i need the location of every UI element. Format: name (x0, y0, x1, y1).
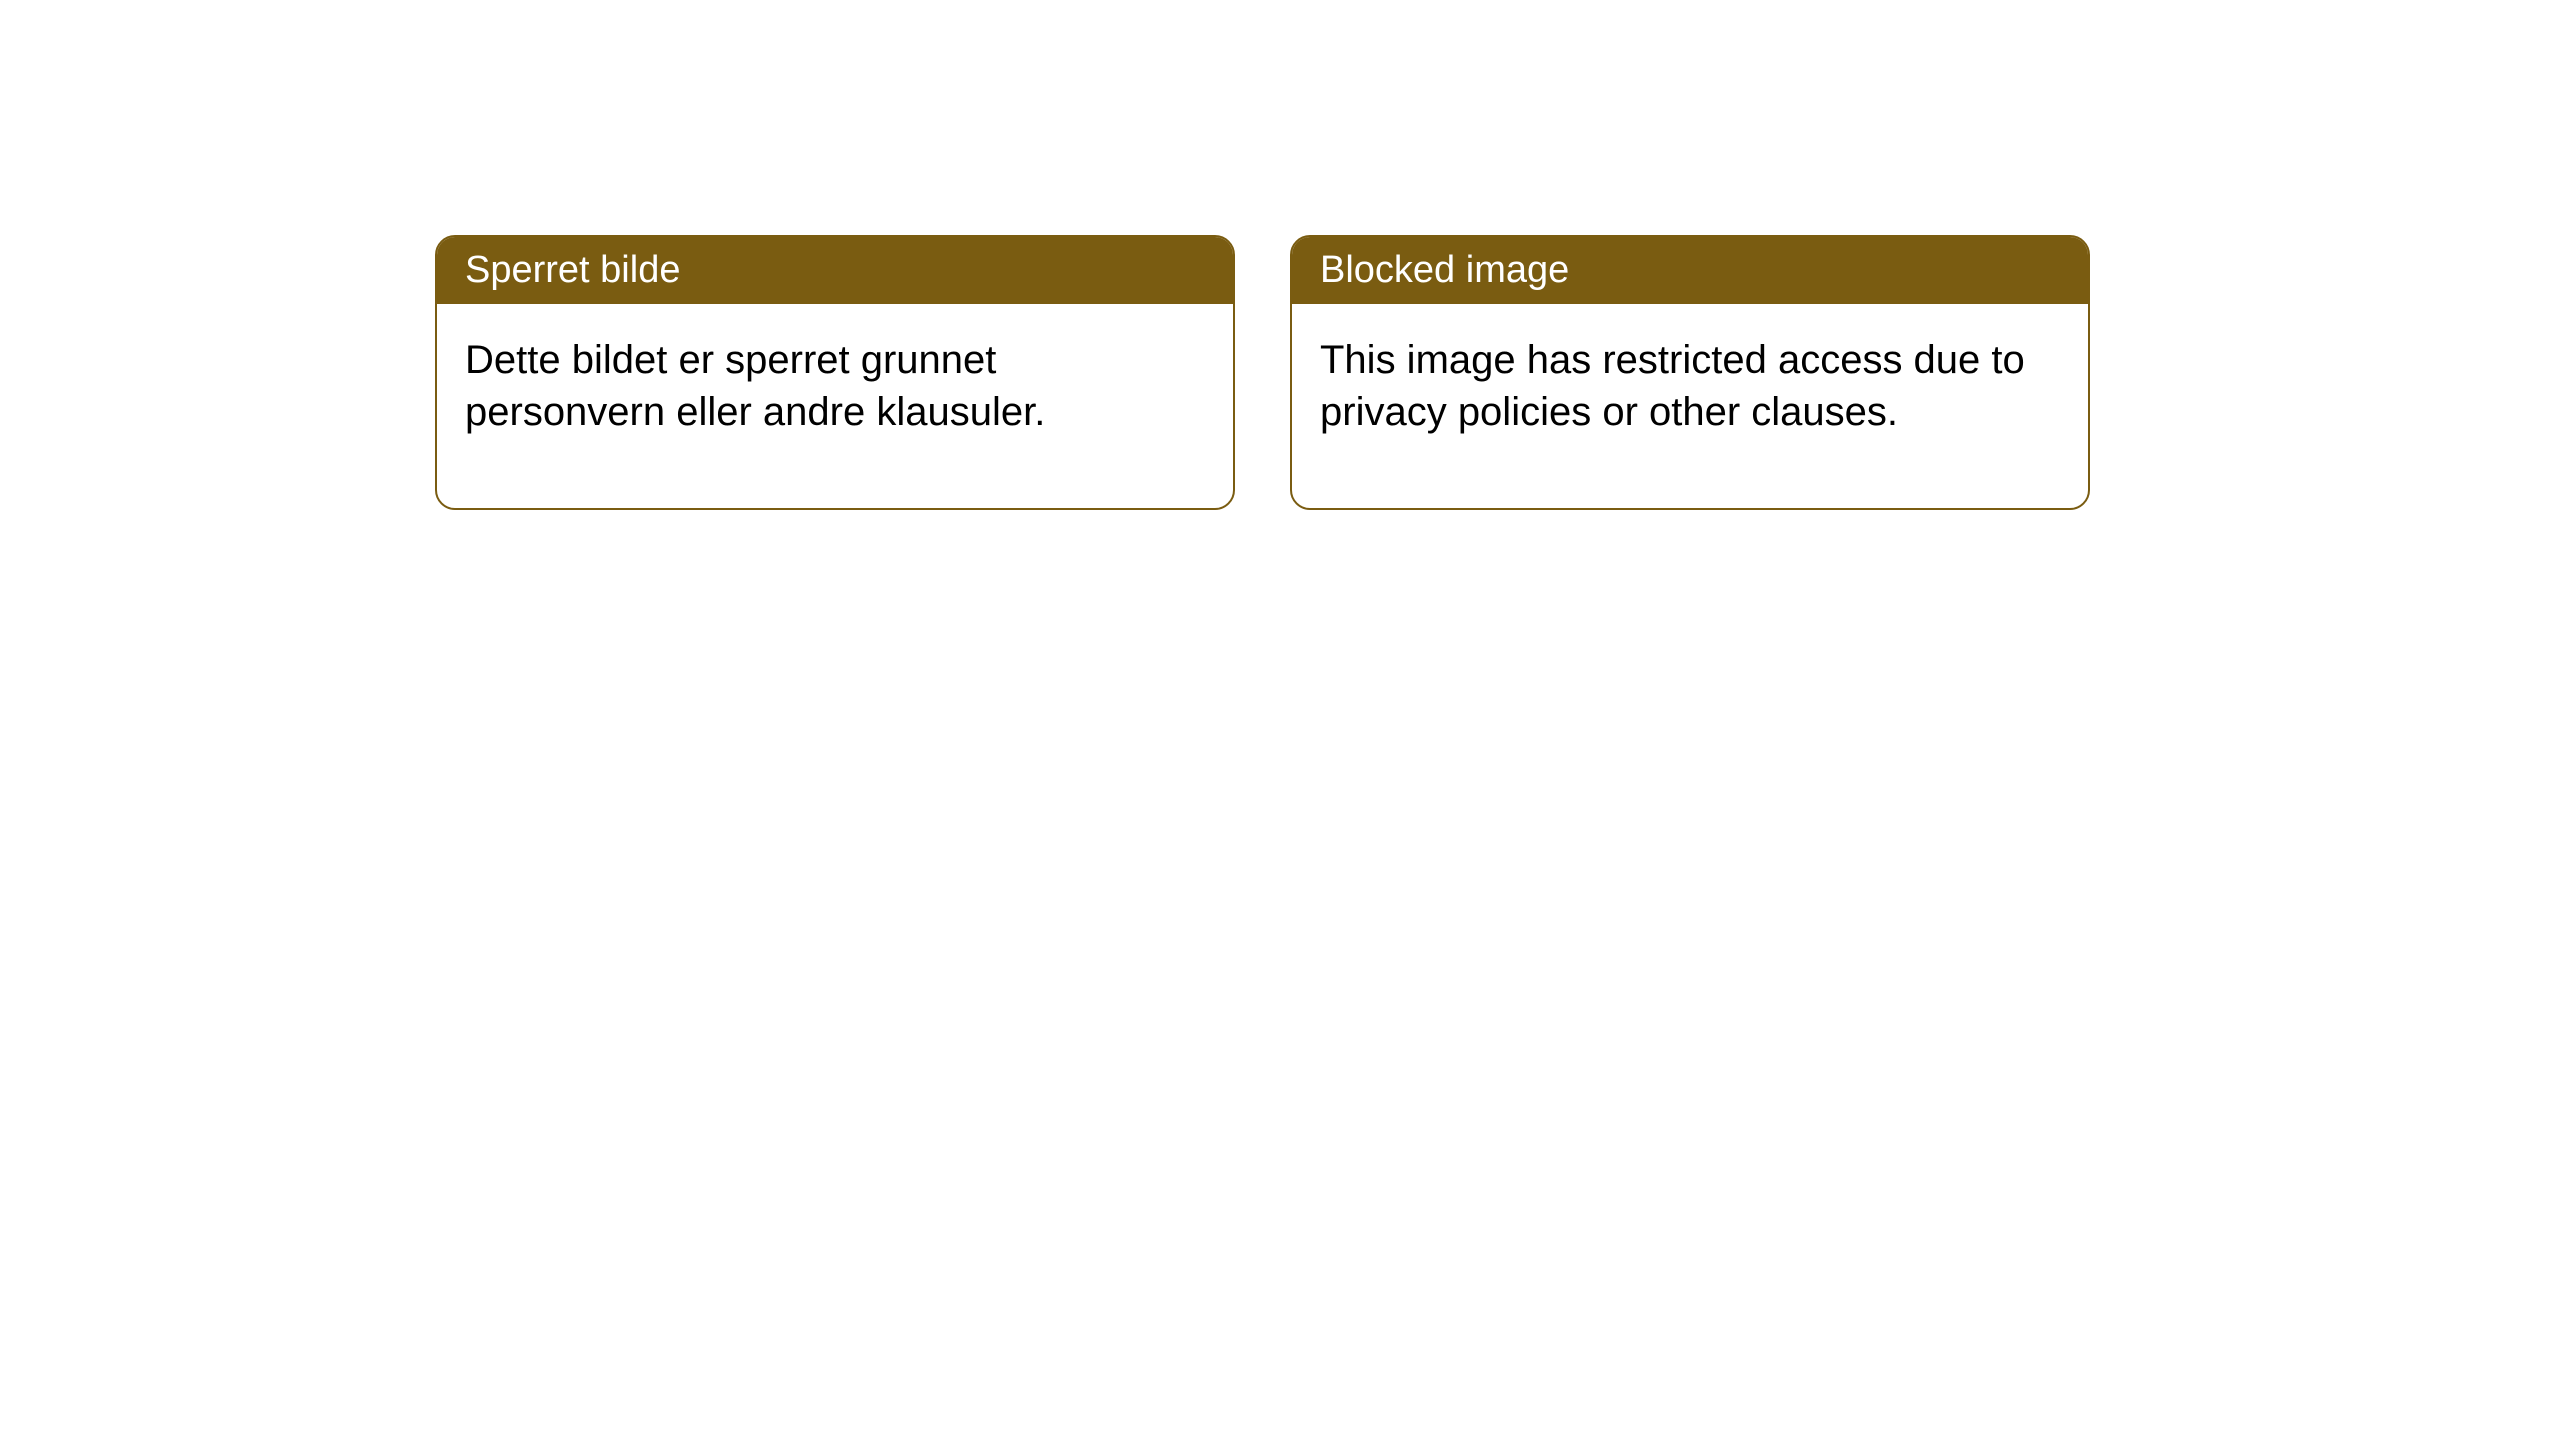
notice-header: Sperret bilde (437, 237, 1233, 304)
notice-card-norwegian: Sperret bilde Dette bildet er sperret gr… (435, 235, 1235, 510)
notice-body: Dette bildet er sperret grunnet personve… (437, 304, 1233, 508)
notice-header: Blocked image (1292, 237, 2088, 304)
notice-body: This image has restricted access due to … (1292, 304, 2088, 508)
notice-card-english: Blocked image This image has restricted … (1290, 235, 2090, 510)
notices-container: Sperret bilde Dette bildet er sperret gr… (435, 235, 2090, 510)
